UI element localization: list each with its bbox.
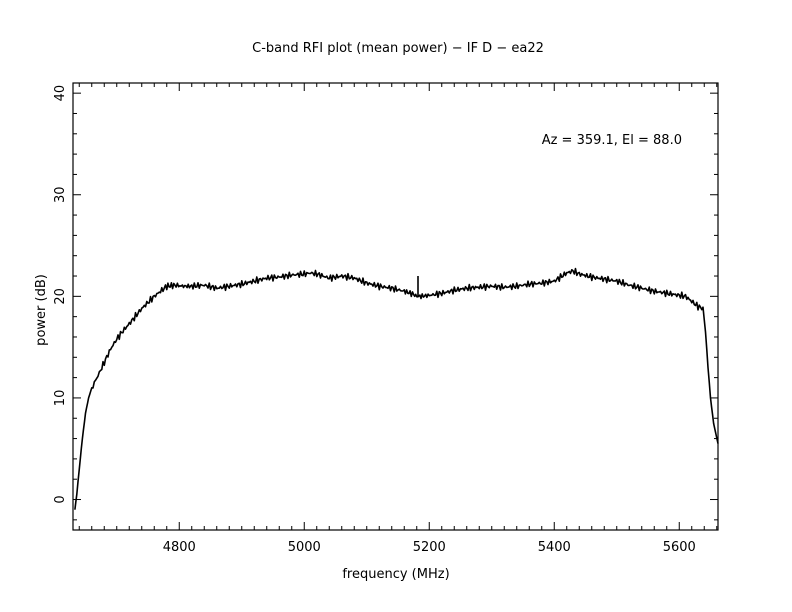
power-series-line <box>74 267 719 510</box>
tick-labels: 4800 5000 5200 5400 5600 0 10 20 30 40 <box>53 85 696 555</box>
y-axis-label: power (dB) <box>34 274 49 346</box>
chart-title: C-band RFI plot (mean power) − IF D − ea… <box>252 41 544 56</box>
y-tick-label: 40 <box>53 85 68 102</box>
y-tick-label: 10 <box>53 390 68 407</box>
az-el-annotation: Az = 359.1, El = 88.0 <box>542 133 682 148</box>
y-tick-label: 20 <box>53 288 68 305</box>
x-tick-label: 5600 <box>663 540 696 555</box>
y-tick-label: 0 <box>53 495 68 503</box>
x-tick-label: 4800 <box>163 540 196 555</box>
axis-ticks <box>73 83 718 530</box>
plot-frame <box>72 82 719 531</box>
x-tick-label: 5200 <box>413 540 446 555</box>
x-tick-label: 5000 <box>288 540 321 555</box>
x-axis-label: frequency (MHz) <box>342 567 449 582</box>
x-tick-label: 5400 <box>538 540 571 555</box>
y-tick-label: 30 <box>53 186 68 203</box>
